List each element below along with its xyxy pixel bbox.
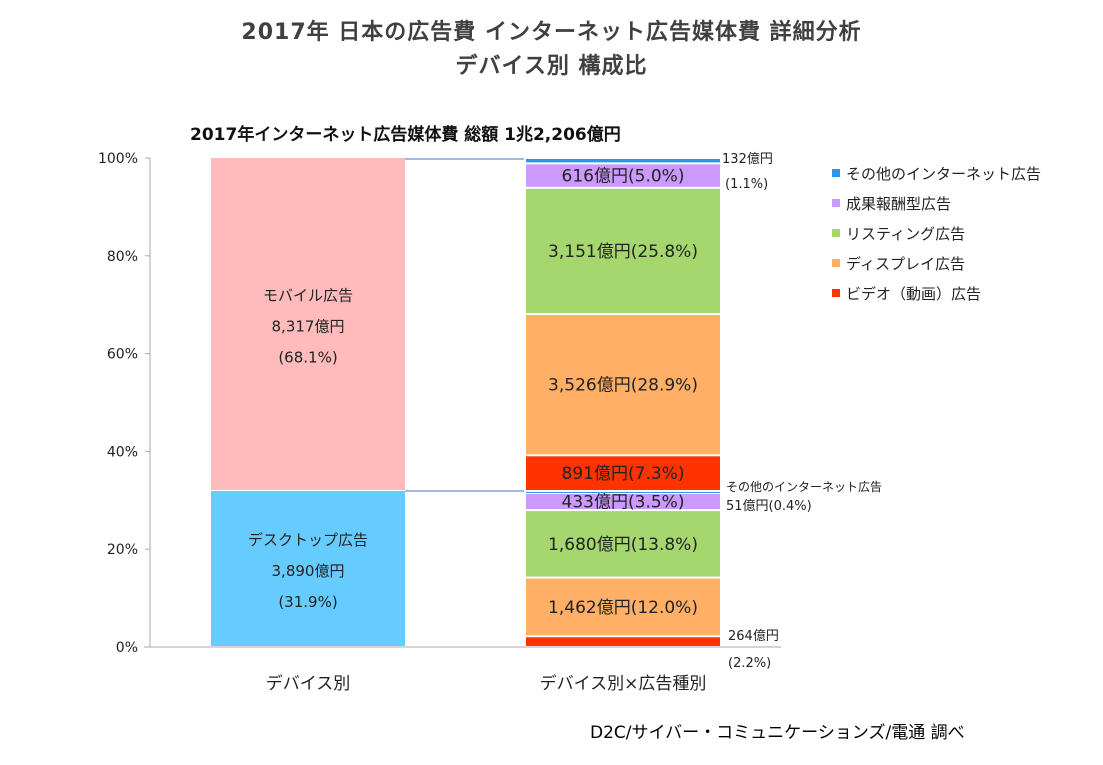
legend-swatch xyxy=(832,169,840,177)
legend-swatch xyxy=(832,289,840,297)
bar-segment-detail xyxy=(526,164,720,187)
x-tick-label: デバイス別×広告種別 xyxy=(540,673,707,694)
chart-title-line2: デバイス別 構成比 xyxy=(455,54,648,79)
bar-segment-detail xyxy=(526,511,720,577)
legend-item: ディスプレイ広告 xyxy=(832,248,1041,278)
data-label: 8,317億円 xyxy=(272,318,345,336)
data-label: 3,526億円(28.9%) xyxy=(548,376,698,396)
y-tick-label: 80% xyxy=(107,249,138,265)
data-label-outside: 264億円 xyxy=(728,628,779,644)
legend-item: リスティング広告 xyxy=(832,218,1041,248)
data-label: 3,890億円 xyxy=(272,562,345,580)
bar-segment-detail xyxy=(526,188,720,313)
bar-segment-detail xyxy=(526,493,720,510)
legend-label: その他のインターネット広告 xyxy=(846,164,1042,183)
source-note: D2C/サイバー・コミュニケーションズ/電通 調べ xyxy=(590,723,965,743)
data-label: 1,462億円(12.0%) xyxy=(548,598,698,618)
data-label-outside: (1.1%) xyxy=(725,177,768,192)
data-label: 616億円(5.0%) xyxy=(562,167,685,187)
data-label: (68.1%) xyxy=(278,349,337,367)
data-label: (31.9%) xyxy=(278,593,337,611)
legend-label: ディスプレイ広告 xyxy=(846,254,965,273)
legend-label: リスティング広告 xyxy=(846,224,966,243)
bar-segment-device xyxy=(211,158,405,491)
data-label: モバイル広告 xyxy=(263,287,353,305)
data-label-outside: (2.2%) xyxy=(728,656,771,671)
legend-label: 成果報酬型広告 xyxy=(846,194,952,213)
data-label: 3,151億円(25.8%) xyxy=(548,242,698,262)
legend-item: ビデオ（動画）広告 xyxy=(832,278,1041,308)
legend-label: ビデオ（動画）広告 xyxy=(846,284,982,303)
bar-segment-detail xyxy=(526,456,720,491)
legend-item: 成果報酬型広告 xyxy=(832,188,1041,218)
data-label-outside: 132億円 xyxy=(722,151,773,167)
y-tick-label: 60% xyxy=(107,347,138,363)
x-tick-label: デバイス別 xyxy=(266,673,351,694)
data-label: 433億円(3.5%) xyxy=(562,493,685,513)
data-label-outside: その他のインターネット広告 xyxy=(726,480,882,494)
y-tick-label: 40% xyxy=(107,444,138,460)
y-tick-label: 0% xyxy=(116,640,138,656)
bar-segment-detail xyxy=(526,492,720,494)
legend: その他のインターネット広告 成果報酬型広告 リスティング広告 ディスプレイ広告 ビデオ（… xyxy=(832,158,1041,308)
bar-segment-detail xyxy=(526,637,720,646)
legend-swatch xyxy=(832,259,840,267)
data-label: 891億円(7.3%) xyxy=(562,464,685,484)
data-label-outside: 51億円(0.4%) xyxy=(726,498,812,514)
bar-segment-device xyxy=(211,491,405,646)
legend-swatch xyxy=(832,229,840,237)
bar-segment-detail xyxy=(526,578,720,636)
y-tick-label: 100% xyxy=(98,151,138,167)
legend-item: その他のインターネット広告 xyxy=(832,158,1041,188)
y-tick-label: 20% xyxy=(107,542,138,558)
bar-segment-detail xyxy=(526,159,720,163)
bar-segment-detail xyxy=(526,314,720,455)
data-label: 1,680億円(13.8%) xyxy=(548,535,698,555)
data-label: デスクトップ広告 xyxy=(248,531,368,549)
chart-title-line1: 2017年 日本の広告費 インターネット広告媒体費 詳細分析 xyxy=(241,20,862,45)
chart-subtitle: 2017年インターネット広告媒体費 総額 1兆2,206億円 xyxy=(190,125,621,145)
legend-swatch xyxy=(832,199,840,207)
